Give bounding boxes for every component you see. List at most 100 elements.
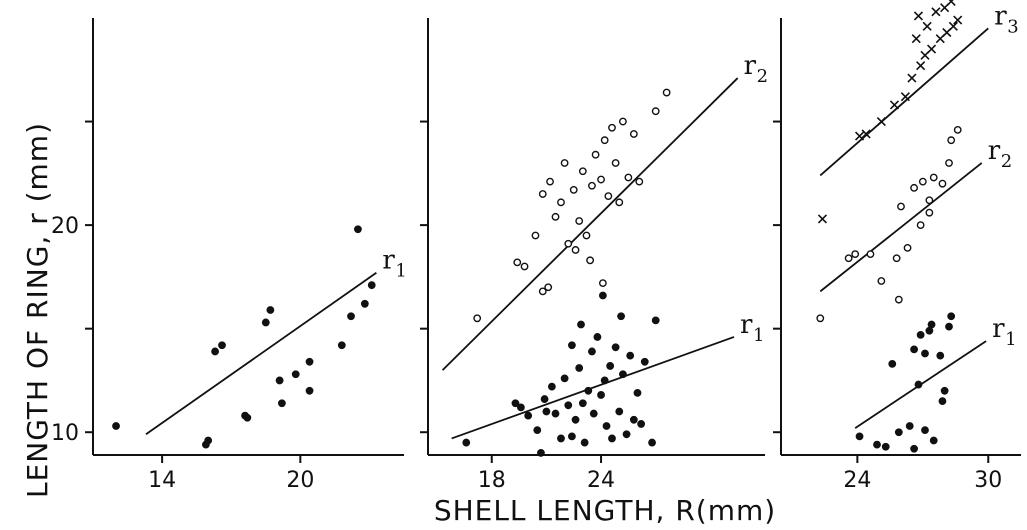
data-point-filled [855, 432, 864, 441]
data-point-open [894, 295, 903, 304]
data-point-filled [617, 312, 625, 321]
data-point-filled [615, 407, 624, 416]
data-point-cross [817, 214, 828, 224]
data-point-filled [517, 403, 525, 412]
data-point-filled [905, 422, 914, 430]
data-point-open [662, 88, 671, 97]
data-point-open [531, 231, 540, 240]
x-tick-label: 18 [478, 468, 506, 493]
data-point-filled [881, 442, 890, 451]
data-point-open [947, 136, 956, 145]
data-point-open [903, 243, 912, 252]
data-point-filled [533, 426, 542, 435]
data-point-filled [564, 401, 573, 410]
data-point-filled [929, 436, 938, 445]
data-point-filled [266, 306, 275, 314]
panel-right: 24 30r 1r 2r 3 [773, 0, 1021, 493]
panel-left: 14 20 10 20 r 1 [51, 18, 407, 493]
data-point-filled [580, 438, 589, 447]
data-point-filled [626, 351, 635, 360]
data-point-filled [619, 370, 627, 379]
data-point-filled [204, 436, 213, 445]
data-point-open [582, 231, 591, 240]
data-point-filled [524, 411, 533, 420]
y-axis-title: LENGTH OF RING, r (mm) [21, 122, 54, 498]
data-point-filled [537, 449, 545, 457]
data-point-filled [511, 399, 520, 408]
fit-line-label: r [744, 51, 757, 81]
data-point-open [569, 186, 578, 194]
data-point-filled [275, 376, 284, 385]
data-point-filled [347, 312, 355, 321]
data-point-filled [927, 320, 936, 329]
data-point-cross [907, 73, 917, 83]
fit-line-r2 [819, 162, 983, 293]
data-point-open [611, 159, 620, 167]
fit-line-label-subscript: 1 [753, 325, 764, 346]
y-tick-label: 10 [51, 421, 79, 446]
fit-line-label: r [992, 314, 1005, 344]
data-point-open [591, 150, 600, 159]
data-point-filled [945, 322, 953, 331]
data-point-filled [584, 386, 593, 395]
data-point-filled [910, 444, 918, 453]
x-tick-label: 30 [974, 468, 1002, 493]
fit-line-label: r [382, 246, 395, 276]
fit-line-label-subscript: 2 [757, 66, 768, 87]
data-point-open [916, 221, 925, 230]
data-point-filled [633, 388, 642, 397]
data-point-filled [575, 364, 584, 372]
data-point-filled [462, 438, 471, 447]
data-point-filled [894, 428, 903, 437]
data-point-filled [611, 343, 620, 352]
data-point-open [575, 217, 584, 225]
data-point-filled [568, 432, 576, 441]
data-point-open [953, 125, 962, 134]
x-tick-label: 20 [286, 468, 314, 493]
data-point-open [651, 107, 660, 116]
data-point-open [844, 254, 853, 263]
data-point-open [945, 159, 953, 167]
data-point-open [578, 167, 587, 176]
data-point-open [608, 123, 616, 132]
data-point-open [597, 175, 605, 184]
data-point-filled [651, 316, 660, 325]
fit-line-r2 [441, 77, 739, 371]
data-point-filled [291, 370, 300, 379]
data-point-filled [629, 415, 638, 424]
data-point-open [619, 117, 627, 126]
fit-line-label-subscript: 1 [1005, 329, 1016, 350]
data-point-filled [589, 409, 598, 418]
data-point-open [473, 314, 482, 323]
data-point-open [586, 256, 595, 265]
data-point-cross [911, 34, 921, 44]
data-point-filled [112, 422, 120, 430]
data-point-filled [593, 333, 602, 341]
data-point-cross [900, 92, 910, 102]
fit-line-r3 [819, 27, 989, 177]
data-point-filled [608, 434, 616, 443]
data-point-open [635, 177, 644, 186]
y-tick-label: 20 [51, 214, 79, 239]
data-point-filled [305, 357, 314, 366]
data-point-cross [861, 129, 871, 139]
data-point-filled [910, 345, 918, 354]
data-point-filled [218, 341, 226, 350]
data-point-filled [367, 281, 376, 290]
data-point-cross [913, 11, 924, 21]
data-point-open [546, 177, 554, 186]
data-point-open [925, 196, 934, 205]
data-point-filled [648, 438, 656, 447]
data-point-filled [551, 409, 560, 418]
data-point-filled [888, 359, 897, 368]
fit-line-label-subscript: 2 [1001, 151, 1012, 172]
data-point-filled [577, 320, 585, 329]
data-point-filled [360, 299, 369, 308]
data-point-open [897, 202, 905, 211]
data-point-open [877, 277, 886, 285]
data-point-filled [542, 407, 551, 416]
data-point-filled [261, 318, 270, 327]
data-point-open [538, 190, 547, 198]
data-point-open [598, 279, 607, 287]
